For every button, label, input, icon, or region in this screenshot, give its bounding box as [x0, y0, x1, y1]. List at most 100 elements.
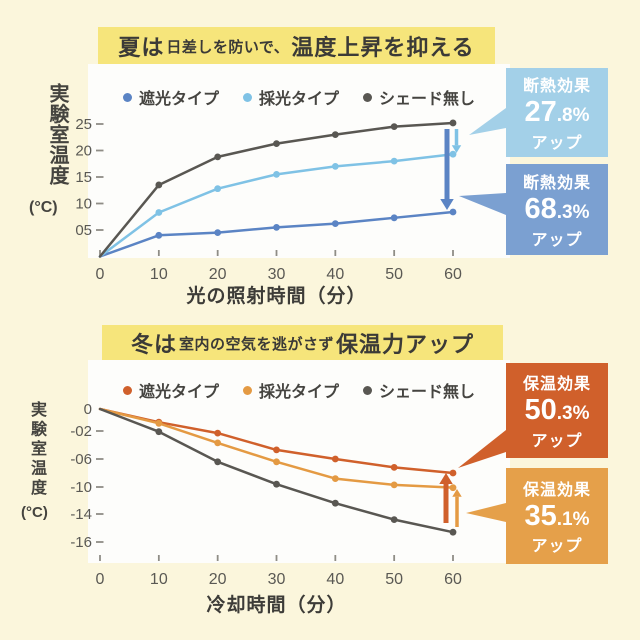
legend-label: 採光タイプ	[258, 384, 339, 401]
data-point-daylight-type	[155, 209, 163, 216]
x-tick-label: 0	[96, 266, 105, 283]
x-tick-label: 40	[326, 266, 344, 283]
data-point-daylight-type	[390, 157, 398, 165]
legend-label: シェード無し	[379, 384, 476, 401]
data-point-blackout-type	[214, 229, 222, 237]
callout-heat-retention-35: 保温効果 35.1% アップ	[506, 468, 608, 564]
legend-item-blackout-type: 遮光タイプ	[122, 378, 219, 402]
temp-diff-arrow-blackout-head-icon	[440, 199, 454, 210]
winter-title-banner: 冬は 室内の空気を逃がさず 保温力アップ	[102, 325, 503, 361]
summer-title-big2: 温度上昇を抑える	[291, 35, 475, 60]
x-tick-label: 30	[268, 571, 286, 588]
legend-item-blackout-type: 遮光タイプ	[122, 85, 219, 109]
legend-dot-icon	[122, 385, 132, 395]
legend-dot-icon	[242, 385, 252, 395]
data-point-no-shade	[155, 181, 163, 189]
summer-title-banner: 夏は 日差しを防いで、 温度上昇を抑える	[98, 27, 495, 65]
x-tick-label: 20	[209, 266, 227, 283]
callout-suffix: アップ	[531, 432, 583, 450]
legend-item-no-shade: シェード無し	[363, 85, 475, 109]
temp-diff-arrow-blackout-head-icon	[439, 473, 453, 484]
data-point-blackout-type	[155, 231, 163, 239]
summer-y-axis-label: 実験室温度	[46, 83, 68, 186]
x-tick-label: 50	[385, 571, 403, 588]
x-tick-label: 50	[385, 266, 403, 283]
callout-percentage: 27.8%	[524, 96, 590, 129]
callout-insulation-effect-68: 断熱効果 68.3% アップ	[506, 164, 608, 255]
data-point-daylight-type	[331, 163, 339, 170]
data-point-blackout-type	[449, 469, 457, 477]
callout-suffix: アップ	[531, 538, 583, 556]
data-point-no-shade	[273, 480, 280, 488]
winter-title-small: 室内の空気を逃がさず	[178, 335, 334, 353]
callout-percentage: 35.1%	[524, 499, 590, 532]
y-tick-label: -02	[70, 423, 92, 440]
legend-label: 採光タイプ	[258, 91, 339, 108]
data-point-blackout-type	[273, 446, 280, 454]
data-point-blackout-type	[331, 455, 339, 463]
y-tick-label: 15	[75, 169, 92, 186]
callout-suffix: アップ	[531, 231, 583, 249]
y-tick-label: -14	[70, 506, 92, 523]
callout-pointer	[469, 108, 506, 135]
legend-label: 遮光タイプ	[138, 91, 219, 108]
callout-title: 保温効果	[522, 481, 591, 499]
y-tick-label: -10	[70, 479, 92, 496]
x-tick-label: 40	[326, 571, 344, 588]
y-tick-label: 05	[75, 222, 92, 239]
data-point-daylight-type	[273, 458, 280, 466]
y-tick-label: 25	[75, 116, 92, 133]
winter-y-axis-unit: (°C)	[21, 504, 48, 521]
data-point-daylight-type	[214, 185, 222, 193]
legend-item-daylight-type: 採光タイプ	[242, 378, 339, 402]
callout-suffix: アップ	[531, 134, 583, 152]
callout-heat-retention-50: 保温効果 50.3% アップ	[506, 363, 608, 458]
legend-dot-icon	[122, 92, 132, 102]
data-point-daylight-type	[390, 481, 398, 489]
data-point-blackout-type	[449, 208, 457, 216]
winter-title-big2: 保温力アップ	[336, 332, 475, 357]
x-tick-label: 30	[268, 266, 286, 283]
data-point-no-shade	[331, 131, 339, 138]
data-point-daylight-type	[449, 484, 457, 492]
summer-legend: 遮光タイプ 採光タイプ シェード無し	[88, 85, 510, 109]
winter-legend: 遮光タイプ 採光タイプ シェード無し	[88, 378, 510, 402]
x-tick-label: 60	[444, 266, 462, 283]
winter-title-big1: 冬は	[130, 332, 177, 357]
legend-item-daylight-type: 採光タイプ	[242, 85, 339, 109]
y-tick-label: 10	[75, 196, 92, 213]
temp-diff-arrow-daylight-head-icon	[452, 489, 462, 497]
summer-line-chart: 05 10 15 20 25 0 10 20 30 40 50 60	[75, 64, 510, 283]
callout-title: 断熱効果	[522, 175, 591, 193]
legend-dot-icon	[363, 385, 372, 395]
summer-y-axis-unit: (°C)	[29, 199, 58, 216]
data-point-daylight-type	[273, 170, 280, 178]
data-point-no-shade	[214, 153, 222, 161]
callout-percentage: 68.3%	[524, 193, 590, 226]
data-point-no-shade	[155, 428, 163, 436]
data-point-blackout-type	[331, 220, 339, 228]
callout-title: 断熱効果	[522, 78, 591, 96]
y-tick-label: 20	[75, 143, 92, 160]
legend-item-no-shade: シェード無し	[363, 378, 475, 402]
x-tick-label: 20	[209, 571, 227, 588]
callout-pointer	[459, 193, 506, 215]
winter-y-axis-label: 実験室温度	[28, 401, 45, 499]
callout-title: 保温効果	[522, 376, 591, 394]
data-point-daylight-type	[449, 150, 457, 158]
data-point-no-shade	[449, 119, 457, 127]
x-tick-label: 10	[150, 266, 168, 283]
data-point-daylight-type	[155, 419, 163, 427]
winter-x-axis-title: 冷却時間（分）	[206, 595, 347, 616]
legend-dot-icon	[242, 92, 252, 102]
summer-title-big1: 夏は	[118, 35, 165, 60]
data-point-blackout-type	[390, 464, 398, 471]
callout-pointer	[466, 503, 506, 522]
x-tick-label: 10	[150, 571, 168, 588]
data-point-no-shade	[331, 499, 339, 507]
data-point-blackout-type	[273, 223, 280, 231]
summer-x-axis-title: 光の照射時間（分）	[186, 286, 367, 307]
callout-percentage: 50.3%	[524, 394, 590, 427]
data-point-daylight-type	[214, 439, 222, 447]
